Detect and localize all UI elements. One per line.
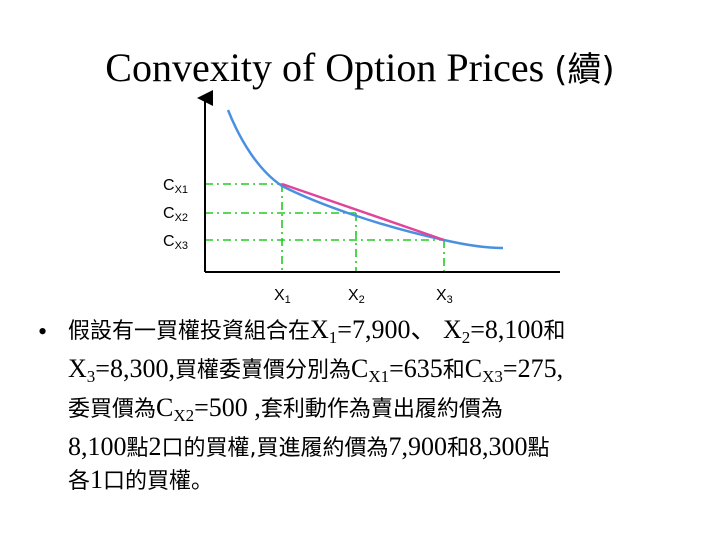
bullet-marker: • — [38, 317, 48, 346]
paragraph-line-5: 各1口的買權。 — [68, 465, 214, 494]
y-label-cx3: CX3 — [163, 233, 189, 252]
x-label-x2: X2 — [348, 287, 365, 306]
x-label-x1: X1 — [274, 287, 291, 306]
bullet-paragraph: 假設有一買權投資組合在X1=7,900、 X2=8,100和 X3=8,300,… — [68, 314, 708, 497]
title-suffix: (續) — [554, 50, 615, 90]
y-label-cx1: CX1 — [163, 177, 189, 196]
y-label-cx2: CX2 — [163, 205, 189, 224]
paragraph-line-4: 8,100點2口的買權,買進履約價為7,900和8,300點 — [68, 432, 550, 461]
paragraph-line-2: X3=8,300,買權委賣價分別為CX1=635和CX3=275, — [68, 354, 564, 386]
chord-line — [281, 182, 445, 242]
paragraph-line-3: 委買價為CX2=500 ,套利動作為賣出履約價為 — [68, 393, 503, 425]
slide-title: Convexity of Option Prices (續) — [0, 40, 720, 98]
option-price-curve — [226, 109, 504, 250]
title-main: Convexity of Option Prices — [105, 45, 545, 90]
paragraph-line-1: 假設有一買權投資組合在X1=7,900、 X2=8,100和 — [68, 315, 566, 347]
x-label-x3: X3 — [436, 287, 453, 306]
